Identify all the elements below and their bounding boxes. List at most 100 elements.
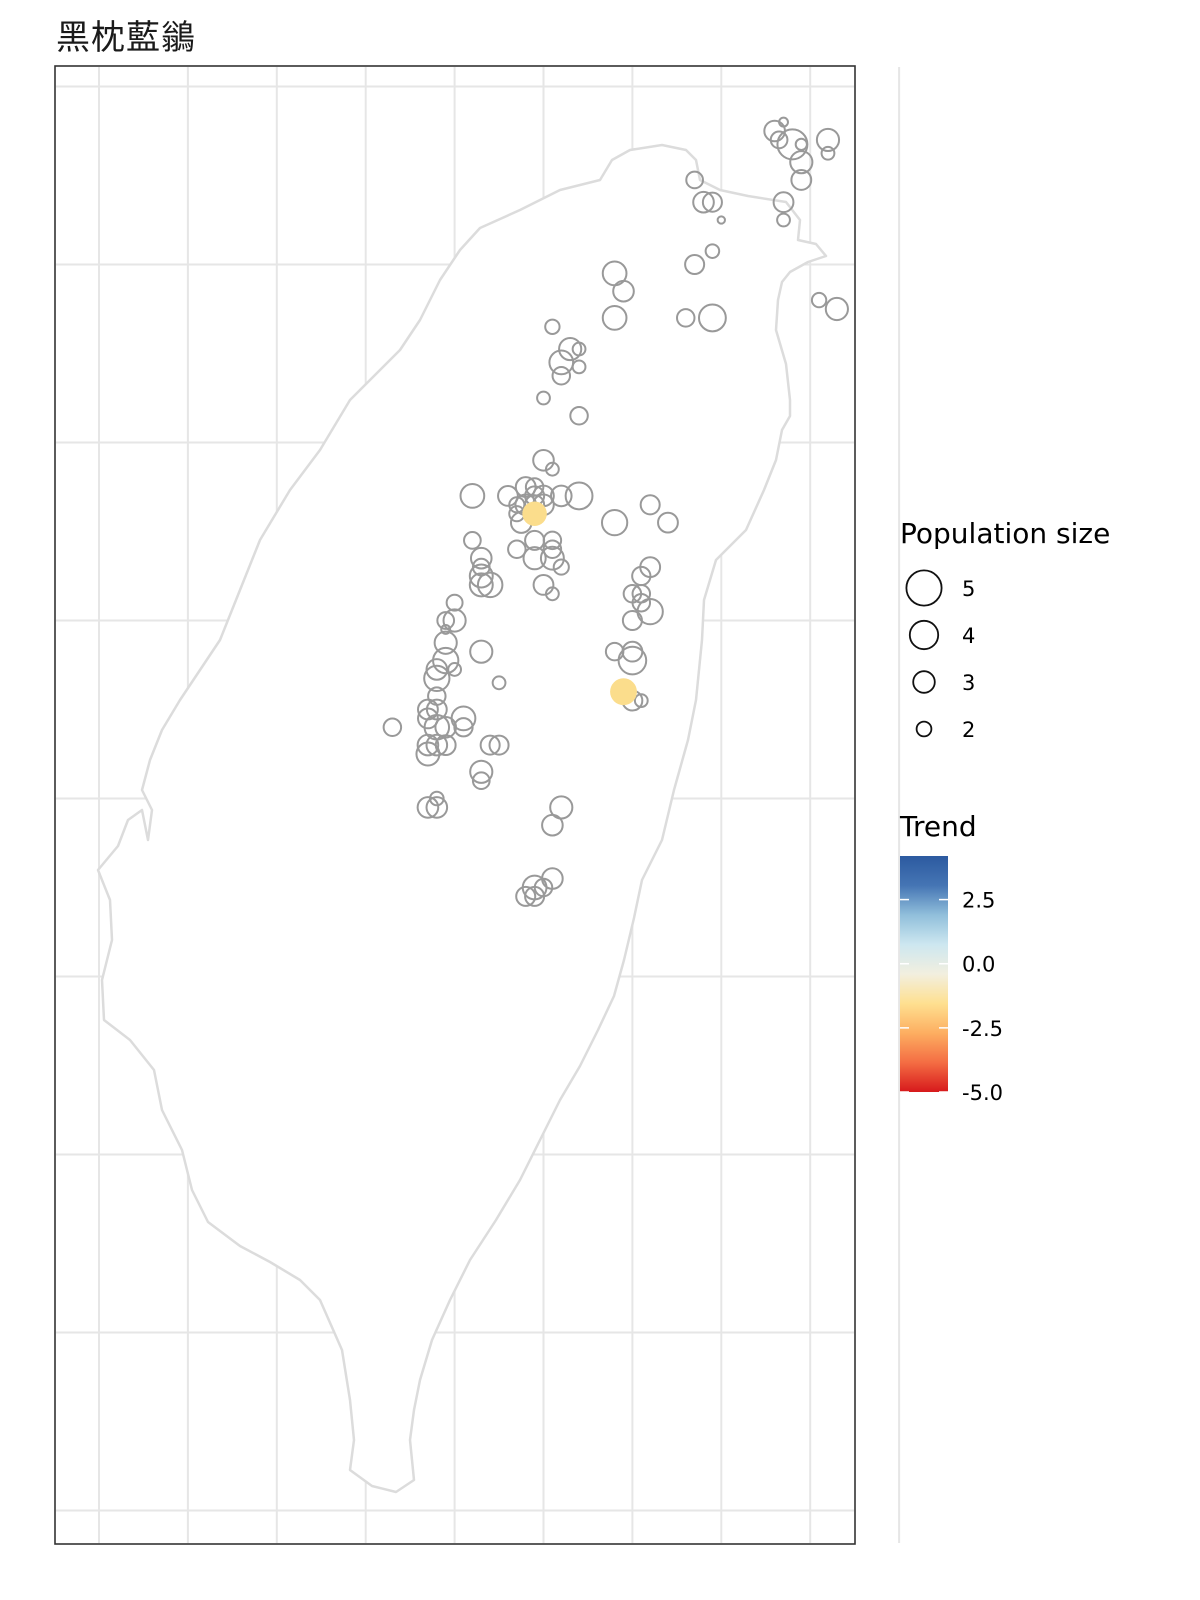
site-marker — [416, 733, 440, 757]
trend-tick-label: 0.0 — [962, 953, 995, 977]
taiwan-coastline — [96, 143, 828, 1494]
site-marker — [778, 116, 789, 128]
legend-size-title: Population size — [900, 517, 1110, 550]
site-marker — [522, 546, 547, 571]
site-marker — [425, 733, 449, 757]
site-marker — [541, 813, 564, 837]
legend-size-label: 3 — [962, 671, 975, 695]
site-marker — [471, 771, 491, 791]
site-marker — [536, 390, 551, 406]
site-marker — [558, 336, 583, 362]
site-marker — [612, 279, 635, 303]
site-marker — [544, 318, 561, 335]
site-marker — [415, 741, 441, 767]
site-marker — [479, 734, 501, 756]
site-marker — [459, 483, 486, 509]
site-markers — [382, 116, 849, 907]
site-marker — [469, 639, 494, 664]
site-marker — [776, 212, 791, 228]
site-marker — [551, 366, 572, 386]
site-marker — [548, 349, 575, 376]
site-marker — [433, 630, 458, 655]
site-marker — [639, 494, 661, 516]
site-marker — [469, 546, 493, 570]
site-marker — [524, 885, 546, 907]
site-marker — [701, 191, 723, 213]
site-marker — [824, 296, 849, 322]
site-marker — [450, 705, 477, 732]
site-marker — [684, 253, 706, 276]
site-marker — [532, 449, 555, 472]
site-marker — [453, 717, 474, 738]
site-marker — [542, 530, 563, 551]
site-marker — [571, 341, 587, 357]
chart-title: 黑枕藍鶲 — [56, 18, 196, 58]
site-marker — [445, 593, 464, 612]
site-marker — [601, 305, 628, 331]
site-marker — [692, 190, 715, 214]
site-marker — [676, 308, 696, 328]
site-marker — [600, 508, 629, 537]
site-marker — [497, 484, 519, 507]
site-marker — [569, 406, 589, 426]
site-marker — [416, 796, 440, 819]
site-marker — [571, 359, 587, 375]
site-marker — [790, 169, 813, 191]
site-marker — [685, 170, 704, 190]
site-marker — [633, 693, 649, 708]
site-marker — [631, 592, 652, 613]
trend-tick-label: -5.0 — [962, 1081, 1003, 1105]
legend-size-label: 2 — [962, 718, 975, 742]
site-marker — [794, 137, 808, 151]
site-marker — [425, 796, 449, 819]
legend-size: Population size 5 4 3 2 — [900, 517, 1110, 742]
site-marker — [657, 511, 679, 534]
site-marker — [491, 675, 507, 691]
site-marker — [564, 481, 594, 511]
legend-size-label: 5 — [962, 577, 975, 601]
site-marker — [442, 608, 467, 633]
legend-trend: Trend 2.5 0.0 -2.5 -5.0 — [899, 810, 1003, 1105]
site-marker — [539, 545, 565, 571]
site-marker — [423, 664, 451, 692]
site-marker — [507, 539, 527, 560]
legend-size-label: 4 — [962, 624, 975, 648]
site-marker-trend — [522, 501, 547, 526]
site-marker — [544, 461, 560, 477]
legend-size-key — [908, 619, 940, 651]
site-marker — [704, 243, 721, 259]
site-marker — [820, 145, 836, 161]
site-marker — [469, 759, 494, 784]
site-marker — [447, 662, 463, 677]
legend-size-key — [905, 569, 943, 607]
legend-size-key — [915, 720, 933, 738]
site-marker — [476, 571, 504, 599]
site-marker — [697, 303, 727, 333]
site-marker — [769, 130, 789, 150]
trend-tick-label: 2.5 — [962, 889, 995, 913]
site-marker — [468, 563, 494, 589]
site-marker — [789, 150, 814, 175]
site-marker — [488, 734, 510, 756]
trend-colorbar — [900, 856, 948, 1092]
site-marker — [549, 484, 573, 508]
site-marker — [436, 611, 456, 630]
site-marker — [382, 717, 403, 738]
site-marker — [716, 215, 726, 225]
trend-tick-label: -2.5 — [962, 1017, 1003, 1041]
site-marker — [621, 609, 643, 632]
site-marker-trend — [610, 678, 637, 706]
site-marker — [544, 586, 560, 602]
site-marker — [815, 127, 841, 152]
site-marker — [532, 573, 555, 596]
site-marker — [617, 645, 648, 676]
site-marker — [417, 707, 439, 730]
legend-trend-title: Trend — [899, 810, 977, 843]
legend-size-key — [912, 670, 936, 694]
panel-border — [54, 65, 856, 1545]
site-marker — [440, 623, 452, 635]
site-marker — [515, 885, 537, 907]
site-marker — [810, 291, 828, 309]
site-marker — [772, 191, 795, 214]
